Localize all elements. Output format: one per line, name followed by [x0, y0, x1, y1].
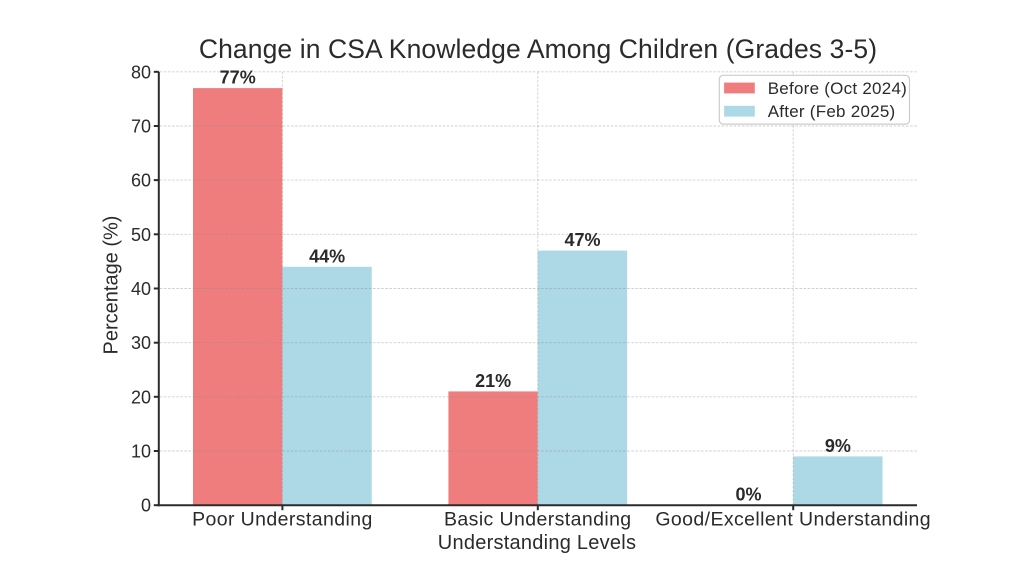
- svg-text:21%: 21%: [475, 371, 511, 391]
- svg-text:77%: 77%: [220, 68, 256, 88]
- svg-text:After (Feb 2025): After (Feb 2025): [768, 102, 896, 121]
- svg-text:44%: 44%: [309, 246, 345, 266]
- svg-text:30: 30: [131, 333, 151, 353]
- svg-text:Basic Understanding: Basic Understanding: [444, 509, 632, 531]
- svg-text:Percentage (%): Percentage (%): [101, 216, 123, 355]
- svg-text:20: 20: [131, 387, 151, 407]
- svg-text:0: 0: [141, 496, 151, 516]
- svg-text:0%: 0%: [735, 485, 761, 505]
- svg-text:Change in CSA Knowledge Among: Change in CSA Knowledge Among Children (…: [199, 34, 877, 64]
- svg-text:80: 80: [131, 62, 151, 82]
- svg-text:50: 50: [131, 225, 151, 245]
- svg-text:70: 70: [131, 117, 151, 137]
- svg-text:40: 40: [131, 279, 151, 299]
- svg-text:10: 10: [131, 442, 151, 462]
- svg-text:60: 60: [131, 171, 151, 191]
- svg-text:Poor Understanding: Poor Understanding: [192, 509, 373, 531]
- svg-text:9%: 9%: [825, 436, 851, 456]
- svg-text:Before (Oct 2024): Before (Oct 2024): [768, 79, 907, 98]
- svg-text:Good/Excellent Understanding: Good/Excellent Understanding: [655, 509, 931, 531]
- svg-text:Understanding Levels: Understanding Levels: [438, 532, 636, 554]
- svg-text:47%: 47%: [564, 230, 600, 250]
